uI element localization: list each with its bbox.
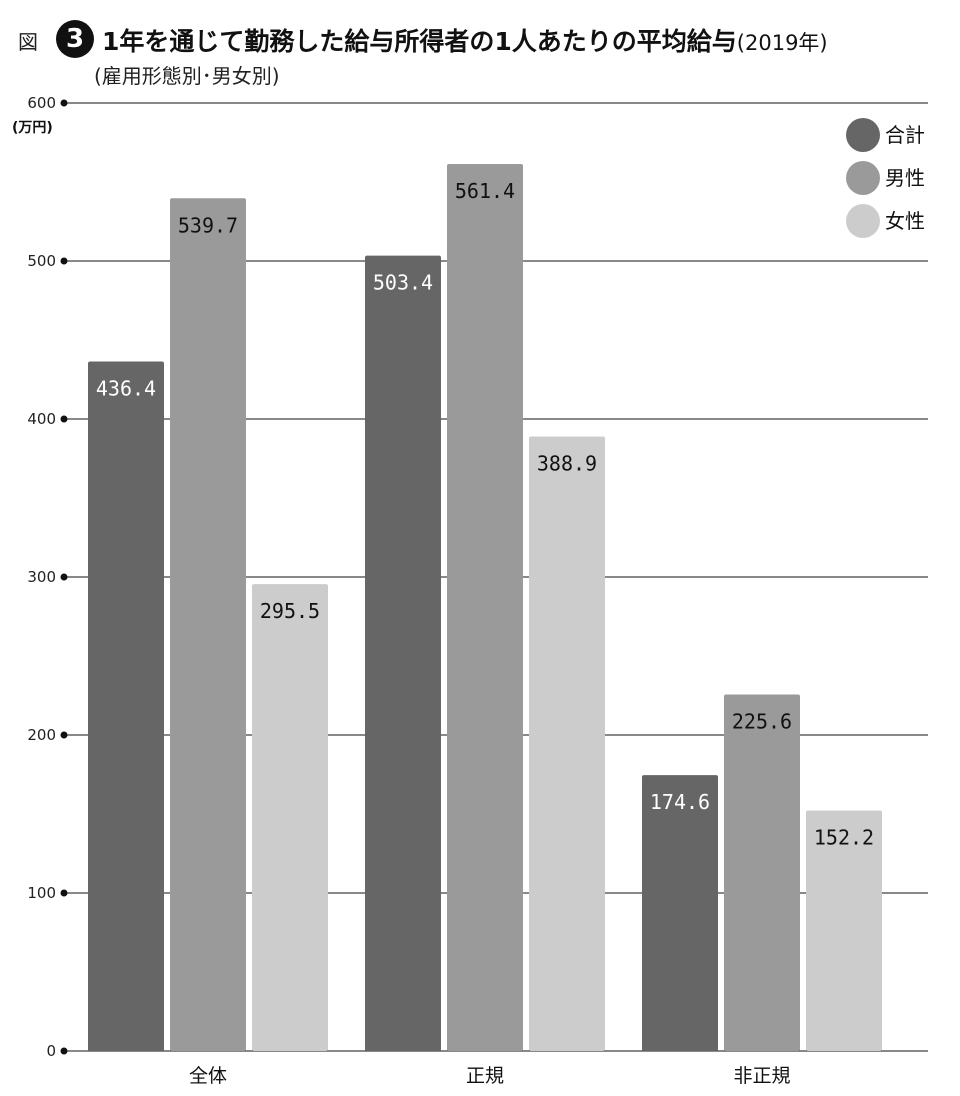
bar-value-label: 388.9 [537, 452, 597, 476]
y-axis-unit-label: (万円) [12, 120, 53, 136]
chart-title: 1年を通じて勤務した給与所得者の1人あたりの平均給与(2019年) [102, 22, 828, 58]
category-label: 正規 [466, 1065, 504, 1087]
bar-value-label: 225.6 [732, 710, 792, 734]
legend-swatch [846, 161, 880, 195]
bar [88, 361, 164, 1051]
bar-value-label: 561.4 [455, 179, 515, 203]
bar-value-label: 436.4 [96, 376, 156, 400]
bar [806, 810, 882, 1051]
y-tick-dot [60, 257, 68, 265]
bar-value-label: 152.2 [814, 826, 874, 850]
bar [642, 775, 718, 1051]
bar-value-label: 174.6 [650, 790, 710, 814]
bar [252, 584, 328, 1051]
y-tick-label: 600 [27, 94, 56, 112]
y-tick-dot [60, 1047, 68, 1055]
bar [529, 436, 605, 1052]
y-tick-dot [60, 889, 68, 897]
chart-header: 図 3 1年を通じて勤務した給与所得者の1人あたりの平均給与(2019年) (雇… [18, 14, 948, 94]
bar-value-label: 295.5 [260, 599, 320, 623]
bar [724, 694, 800, 1051]
bar [170, 198, 246, 1052]
bar [447, 163, 523, 1051]
chart-title-text: 1年を通じて勤務した給与所得者の1人あたりの平均給与 [102, 27, 737, 56]
y-tick-label: 200 [27, 726, 56, 744]
bar [365, 255, 441, 1052]
legend-label: 男性 [885, 166, 925, 190]
bar-value-label: 539.7 [178, 213, 238, 237]
y-tick-dot [60, 99, 68, 107]
category-label: 全体 [189, 1065, 227, 1087]
figure-label: 図 [18, 30, 38, 54]
y-tick-dot [60, 415, 68, 423]
chart-subtitle: (雇用形態別･男女別) [94, 64, 280, 88]
y-tick-label: 400 [27, 410, 56, 428]
y-tick-dot [60, 573, 68, 581]
y-tick-label: 100 [27, 884, 56, 902]
y-tick-label: 500 [27, 252, 56, 270]
chart-title-year: (2019年) [736, 31, 828, 55]
y-tick-label: 300 [27, 568, 56, 586]
legend-label: 女性 [885, 209, 925, 233]
legend-swatch [846, 204, 880, 238]
legend-label: 合計 [885, 123, 925, 147]
figure-number-badge: 3 [56, 20, 94, 58]
legend-swatch [846, 118, 880, 152]
category-label: 非正規 [733, 1065, 790, 1087]
y-tick-label: 0 [46, 1042, 56, 1060]
bar-value-label: 503.4 [373, 271, 433, 295]
y-tick-dot [60, 731, 68, 739]
